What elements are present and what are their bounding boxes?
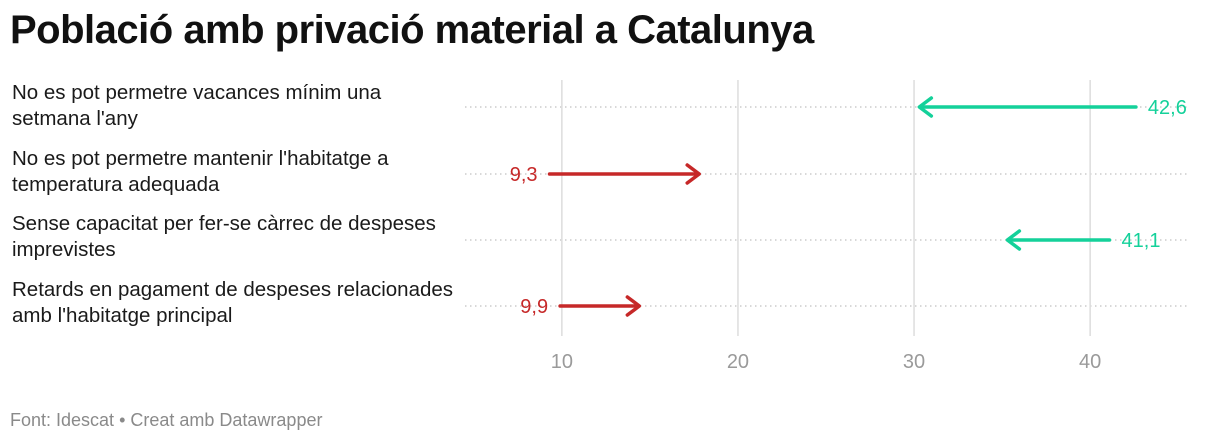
row-label: Retards en pagament de despeses relacion… bbox=[12, 278, 454, 327]
x-tick-label: 30 bbox=[903, 351, 925, 373]
value-label: 9,9 bbox=[520, 296, 548, 318]
x-tick-label: 20 bbox=[727, 351, 749, 373]
chart-title: Població amb privació material a Catalun… bbox=[10, 8, 814, 52]
footer-separator: • bbox=[119, 410, 126, 430]
arrow-head bbox=[917, 96, 934, 118]
arrow-head bbox=[685, 163, 701, 185]
chart-footer: Font: Idescat • Creat amb Datawrapper bbox=[10, 410, 322, 431]
arrow-head bbox=[1005, 229, 1022, 251]
row-label: No es pot permetre vacances mínim una se… bbox=[12, 81, 382, 130]
value-label: 41,1 bbox=[1122, 230, 1161, 252]
row-label: Sense capacitat per fer-se càrrec de des… bbox=[12, 212, 436, 261]
credit-link[interactable]: Creat amb Datawrapper bbox=[130, 410, 323, 430]
arrow-head bbox=[625, 295, 642, 317]
value-label: 42,6 bbox=[1148, 97, 1187, 119]
row-label: No es pot permetre mantenir l'habitatge … bbox=[12, 147, 389, 196]
x-tick-label: 10 bbox=[551, 351, 573, 373]
value-label: 9,3 bbox=[510, 164, 538, 186]
source-text: Font: Idescat bbox=[10, 410, 115, 430]
x-tick-label: 40 bbox=[1079, 351, 1101, 373]
